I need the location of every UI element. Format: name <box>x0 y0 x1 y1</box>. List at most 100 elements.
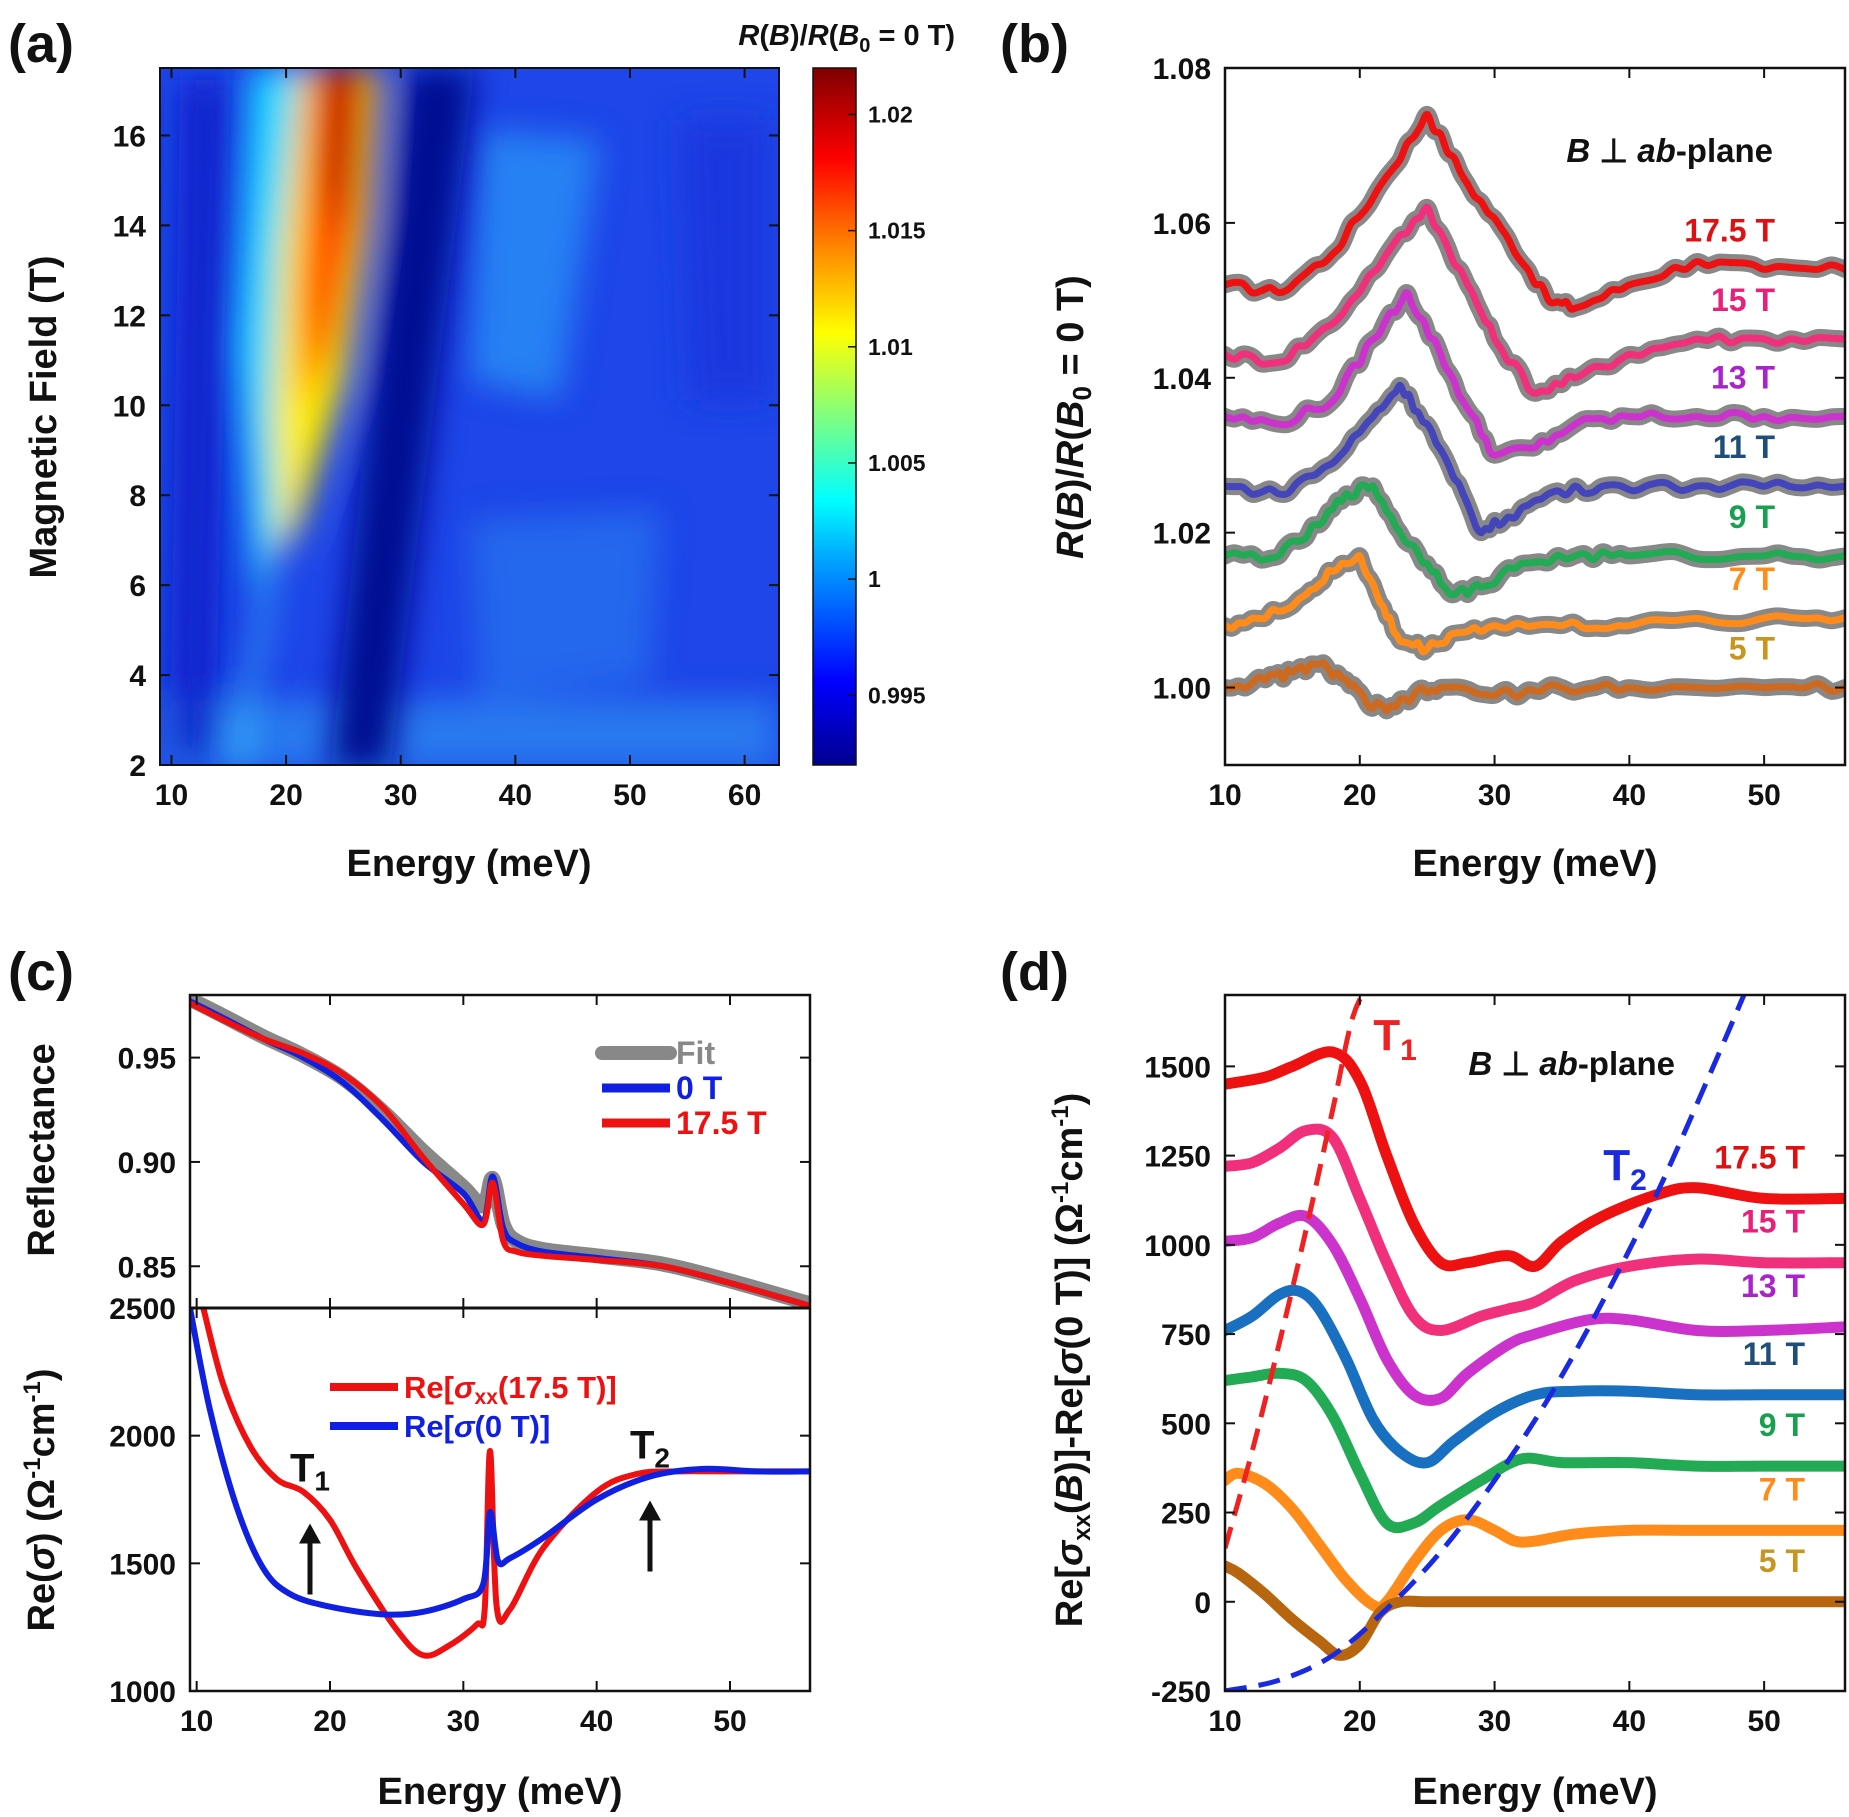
d-frame <box>1223 993 1847 1693</box>
series-label-5T: 5 T <box>1729 631 1776 667</box>
b-xtick-label: 50 <box>1747 779 1780 812</box>
b-xtick-label: 10 <box>1208 779 1241 812</box>
c-xlabel: Energy (meV) <box>378 1771 623 1813</box>
guide-line-T2 <box>1225 995 1747 1691</box>
conductivity-curve <box>190 1309 810 1618</box>
a-ytick-label: 14 <box>113 210 147 243</box>
difference-curve-11T <box>1225 1284 1845 1469</box>
data-curve-9T <box>1225 481 1845 599</box>
guide-label-T2: T2 <box>1603 1141 1647 1197</box>
c-bottom-legend: Re[σxx(17.5 T)] Re[σ(0 T)] <box>330 1370 617 1444</box>
d-ytick-label: 1500 <box>1144 1051 1211 1084</box>
c-bottom-ylabel: Re(σ) (Ω-1cm-1) <box>19 1368 63 1631</box>
d-ytick-label: 1250 <box>1144 1141 1211 1174</box>
a-ytick-label: 16 <box>113 120 146 153</box>
heatmap-field <box>160 68 779 765</box>
d-xtick-label: 50 <box>1747 1705 1780 1738</box>
d-ytick-label: 500 <box>1161 1408 1211 1441</box>
b-ylabel: R(B)/R(B0 = 0 T) <box>1050 275 1097 559</box>
c-bottom-xtick-label: 40 <box>580 1705 613 1738</box>
b-ytick-label: 1.06 <box>1153 208 1211 241</box>
difference-curve-7T <box>1225 1467 1845 1614</box>
series-label-7T: 7 T <box>1759 1471 1806 1507</box>
guide-line-T1 <box>1225 995 1365 1549</box>
series-label-13T: 13 T <box>1711 360 1775 396</box>
series-label-13T: 13 T <box>1741 1268 1805 1304</box>
colorbar-tick-label: 1.015 <box>868 218 926 244</box>
d-ytick-label: 750 <box>1161 1319 1211 1352</box>
c-top-ytick-label: 0.90 <box>118 1147 176 1180</box>
label-T1: T1 <box>290 1447 330 1497</box>
d-xtick-label: 20 <box>1343 1705 1376 1738</box>
b-xtick-label: 20 <box>1343 779 1376 812</box>
c-bottom-ytick-label: 2000 <box>109 1421 176 1454</box>
data-curve-15T <box>1225 203 1845 397</box>
data-curve-13T <box>1225 289 1845 459</box>
d-xtick-label: 40 <box>1613 1705 1646 1738</box>
b-xlabel: Energy (meV) <box>1413 843 1658 885</box>
d-xtick-label: 30 <box>1478 1705 1511 1738</box>
colorbar-tick-label: 1.01 <box>868 334 913 360</box>
c-top-ytick-label: 0.85 <box>118 1251 176 1284</box>
a-ytick-label: 10 <box>113 390 146 423</box>
c-top-ytick-label: 0.95 <box>118 1043 176 1076</box>
a-ytick-label: 8 <box>129 480 146 513</box>
data-curve-175T <box>1225 111 1845 313</box>
series-label-5T: 5 T <box>1759 1543 1806 1579</box>
b-frame <box>1223 66 1847 767</box>
arrowhead-T1 <box>299 1523 321 1544</box>
series-label-175T: 17.5 T <box>1684 212 1775 248</box>
c-bottom-xtick-label: 20 <box>313 1705 346 1738</box>
series-label-11T: 11 T <box>1713 429 1776 465</box>
d-ylabel: Re[σxx(B)]-Re[σ(0 T)] (Ω-1cm-1) <box>1047 1093 1096 1628</box>
b-xtick-label: 30 <box>1478 779 1511 812</box>
difference-curve-175T <box>1225 1046 1845 1273</box>
c-bottom-xtick-label: 10 <box>180 1705 213 1738</box>
panel-label-b: (b) <box>1000 14 1069 74</box>
a-xtick-label: 60 <box>728 779 761 812</box>
b-xtick-label: 40 <box>1613 779 1646 812</box>
a-ytick-label: 6 <box>129 570 146 603</box>
guide-label-T1: T1 <box>1373 1011 1417 1067</box>
series-label-7T: 7 T <box>1729 561 1776 597</box>
b-ytick-label: 1.08 <box>1153 53 1211 86</box>
reflectance-curve-175T <box>190 1000 810 1307</box>
b-annotation: B ⊥ ab-plane <box>1566 132 1773 169</box>
legend-label-17t: 17.5 T <box>676 1105 767 1141</box>
series-label-9T: 9 T <box>1729 499 1776 535</box>
a-xtick-label: 20 <box>269 779 302 812</box>
legend-label-sigma-17t: Re[σxx(17.5 T)] <box>404 1370 617 1409</box>
colorbar-title: R(B)/R(B0 = 0 T) <box>738 20 955 57</box>
a-ytick-label: 12 <box>113 300 146 333</box>
d-xtick-label: 10 <box>1208 1705 1241 1738</box>
conductivity-curve <box>200 1309 810 1659</box>
panel-label-a: (a) <box>8 14 74 74</box>
difference-curve-13T <box>1225 1209 1845 1406</box>
series-label-175T: 17.5 T <box>1714 1139 1805 1175</box>
legend-label-sigma-0t: Re[σ(0 T)] <box>404 1409 550 1444</box>
colorbar-tick-label: 1 <box>868 566 881 592</box>
d-ytick-label: -250 <box>1151 1676 1211 1709</box>
a-ylabel: Magnetic Field (T) <box>23 256 65 579</box>
d-annotation: B ⊥ ab-plane <box>1468 1045 1675 1082</box>
difference-curve-5T <box>1225 1560 1845 1661</box>
c-top-legend: Fit 0 T 17.5 T <box>595 1035 767 1141</box>
data-curve-7T <box>1225 552 1845 656</box>
series-label-9T: 9 T <box>1759 1407 1806 1443</box>
difference-curve-15T <box>1225 1123 1845 1336</box>
arrowhead-T2 <box>639 1500 661 1521</box>
c-bottom-ytick-label: 2500 <box>109 1293 176 1326</box>
panel-label-c: (c) <box>8 942 74 1002</box>
colorbar-tick-label: 0.995 <box>868 682 926 708</box>
b-ytick-label: 1.04 <box>1153 363 1212 396</box>
a-ytick-label: 4 <box>129 660 146 693</box>
panel-label-d: (d) <box>1000 942 1069 1002</box>
c-bottom-ytick-label: 1000 <box>109 1676 176 1709</box>
d-ytick-label: 0 <box>1194 1587 1211 1620</box>
b-ytick-label: 1.00 <box>1153 673 1211 706</box>
series-label-11T: 11 T <box>1743 1336 1806 1372</box>
legend-label-0t: 0 T <box>676 1070 723 1106</box>
a-xtick-label: 30 <box>384 779 417 812</box>
c-top-ylabel: Reflectance <box>21 1043 63 1256</box>
